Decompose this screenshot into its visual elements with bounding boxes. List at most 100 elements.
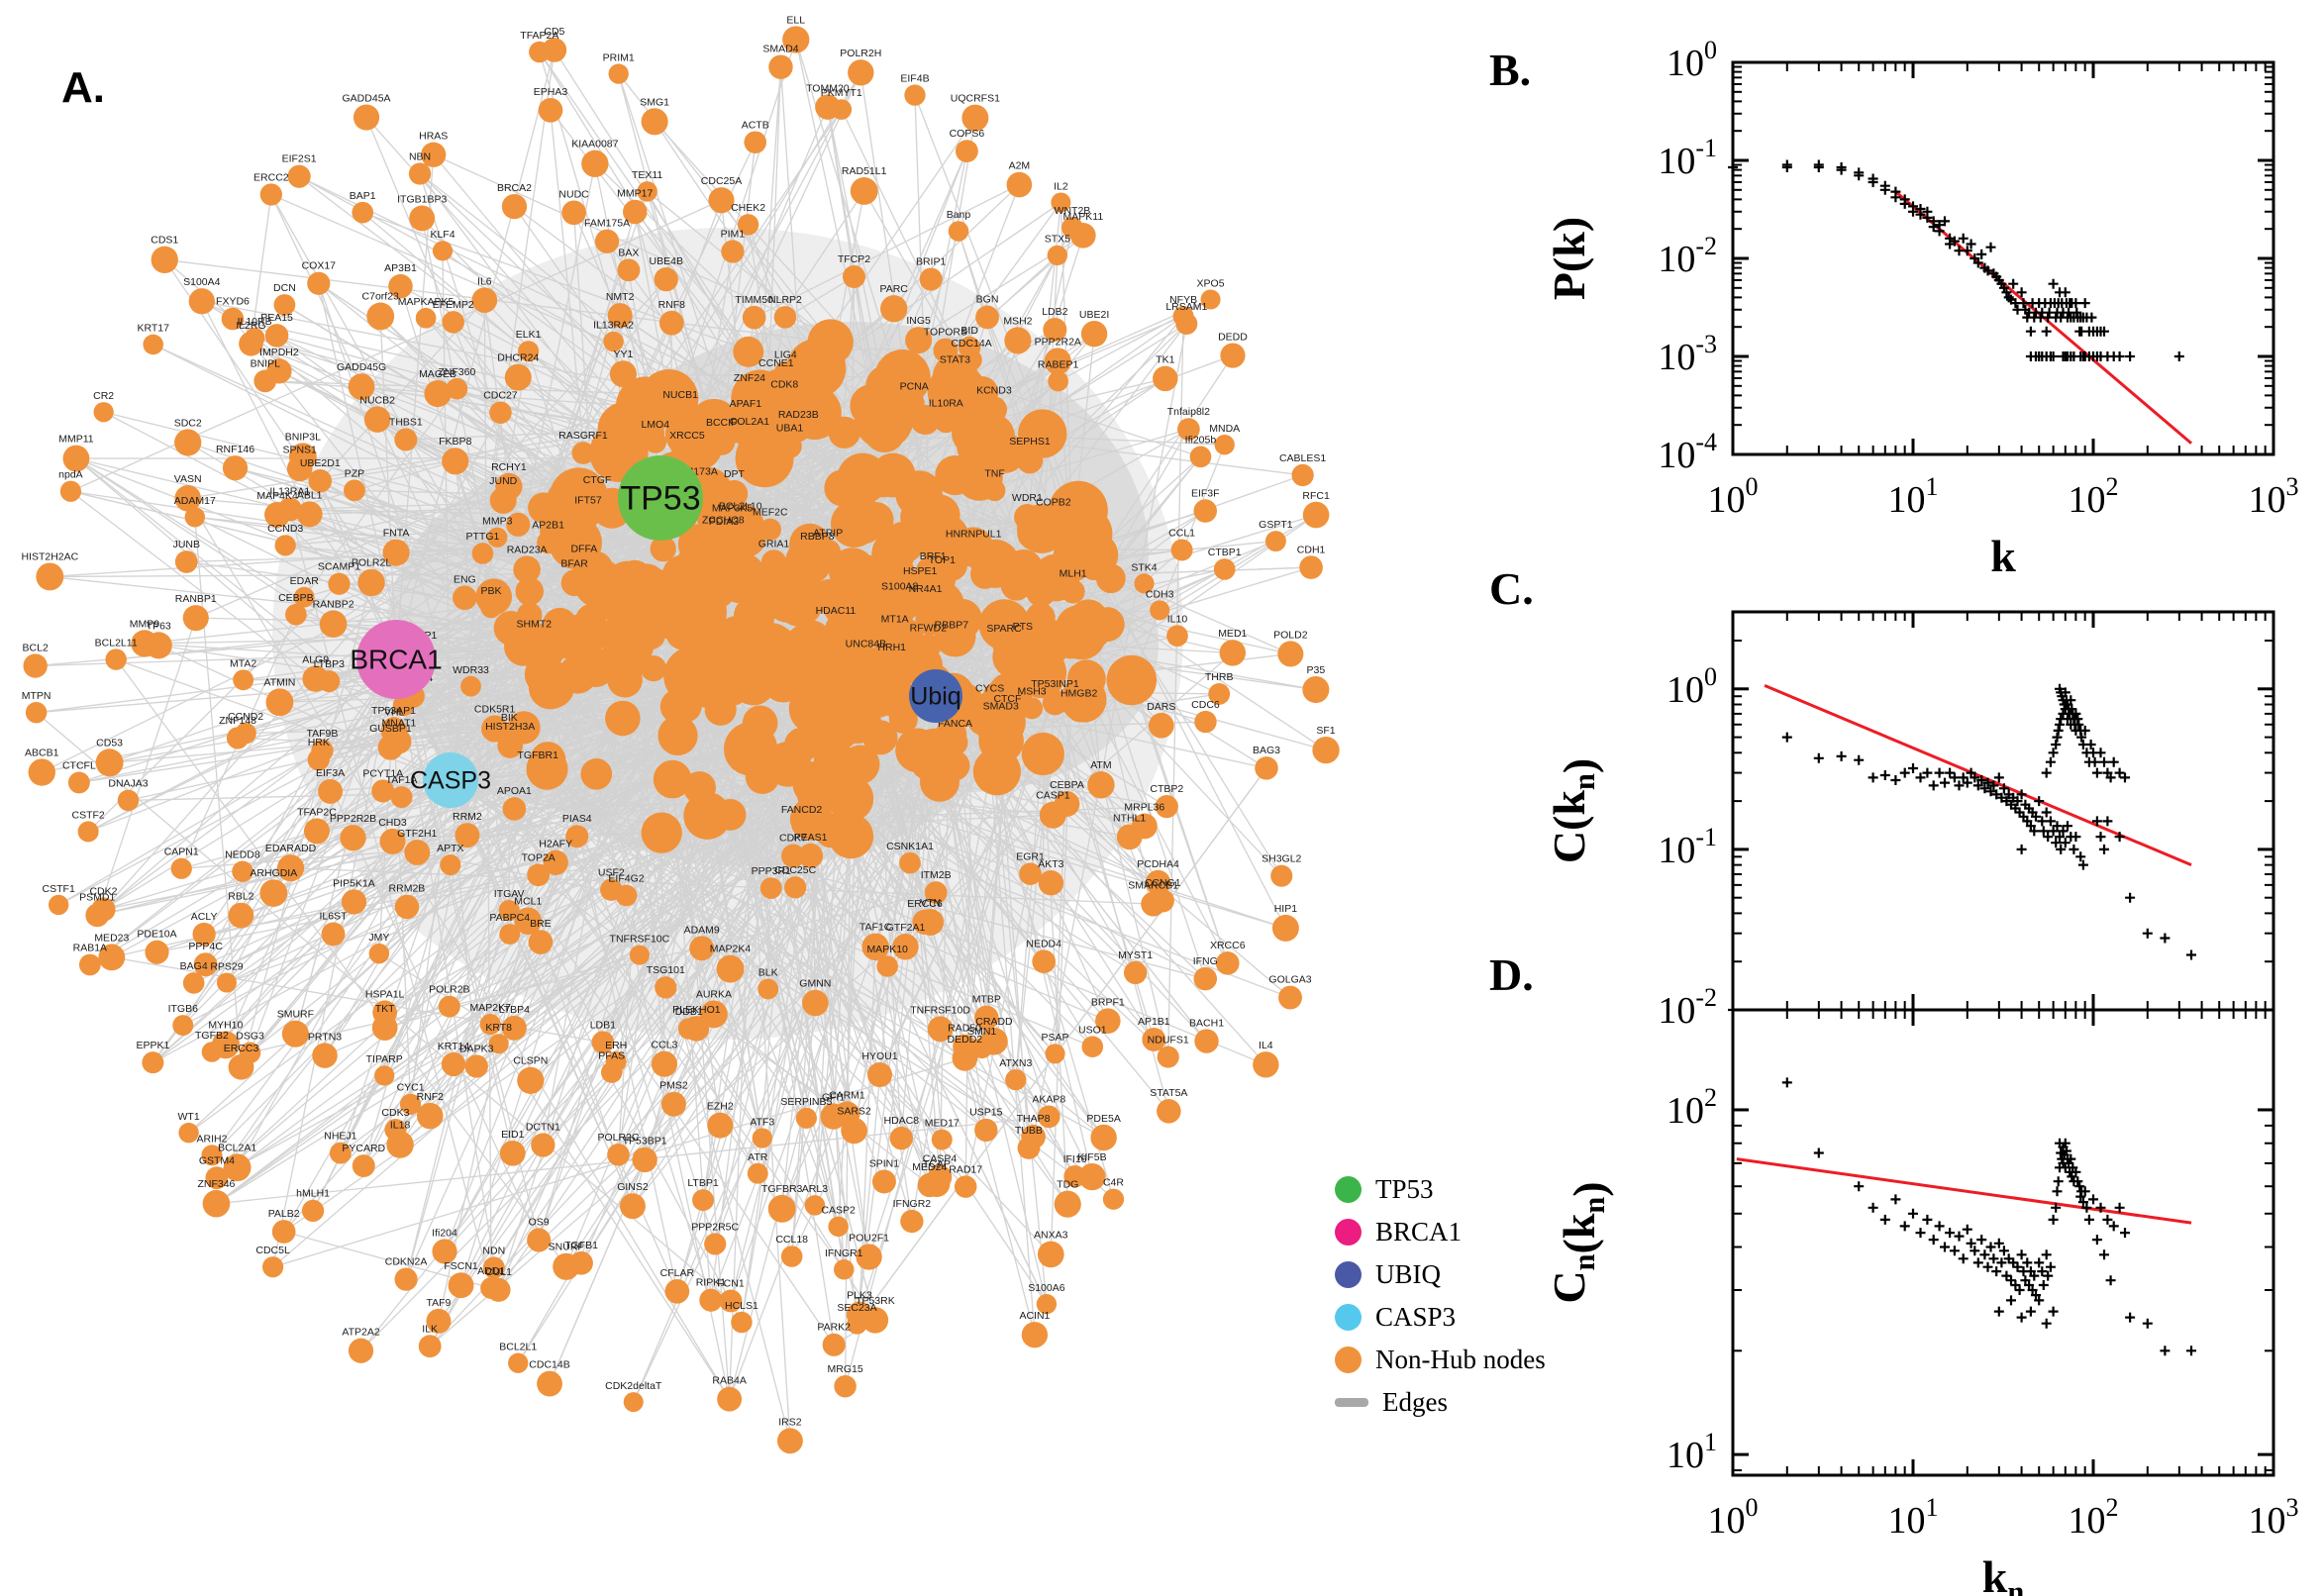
network-node[interactable]: [712, 527, 736, 550]
network-node[interactable]: [907, 577, 934, 604]
network-node[interactable]: [394, 894, 420, 920]
network-node[interactable]: [737, 428, 762, 452]
network-node[interactable]: [799, 643, 836, 680]
network-node[interactable]: [307, 748, 330, 771]
network-node[interactable]: [815, 94, 841, 120]
network-node[interactable]: [629, 945, 650, 965]
network-node[interactable]: [1051, 192, 1071, 213]
network-node[interactable]: [62, 445, 90, 472]
network-node[interactable]: [1095, 563, 1126, 594]
network-node[interactable]: [301, 1199, 325, 1223]
network-node[interactable]: [489, 401, 512, 425]
network-node[interactable]: [795, 1107, 817, 1129]
network-node[interactable]: [1021, 697, 1044, 720]
network-node[interactable]: [881, 653, 903, 675]
network-node[interactable]: [780, 1246, 803, 1267]
network-node[interactable]: [927, 1016, 954, 1043]
network-node[interactable]: [653, 759, 692, 799]
network-node[interactable]: [745, 759, 780, 794]
network-node[interactable]: [228, 1053, 254, 1080]
hub-brca1[interactable]: BRCA1: [350, 620, 443, 699]
network-node[interactable]: [855, 554, 886, 586]
network-node[interactable]: [1214, 435, 1235, 455]
network-node[interactable]: [1018, 409, 1067, 458]
network-node[interactable]: [1123, 960, 1148, 985]
network-node[interactable]: [758, 978, 779, 1000]
network-node[interactable]: [193, 952, 218, 977]
network-node[interactable]: [192, 922, 216, 947]
network-node[interactable]: [676, 442, 698, 462]
network-node[interactable]: [421, 142, 447, 167]
network-node[interactable]: [1080, 321, 1108, 348]
network-node[interactable]: [733, 409, 758, 435]
network-node[interactable]: [296, 501, 323, 528]
network-node[interactable]: [546, 479, 588, 522]
network-node[interactable]: [1037, 1241, 1064, 1268]
network-node[interactable]: [737, 214, 759, 236]
network-node[interactable]: [287, 164, 311, 188]
network-node[interactable]: [518, 341, 540, 362]
network-node[interactable]: [480, 1277, 503, 1299]
network-node[interactable]: [501, 1015, 527, 1041]
network-node[interactable]: [1150, 600, 1170, 621]
network-node[interactable]: [340, 825, 366, 851]
network-node[interactable]: [862, 720, 898, 755]
network-node[interactable]: [605, 700, 641, 737]
network-node[interactable]: [744, 131, 767, 154]
network-node[interactable]: [1021, 732, 1064, 776]
network-node[interactable]: [202, 1189, 231, 1218]
network-node[interactable]: [634, 618, 666, 650]
network-node[interactable]: [651, 1050, 678, 1077]
network-node[interactable]: [1042, 508, 1064, 531]
network-node[interactable]: [720, 479, 749, 508]
network-node[interactable]: [666, 400, 694, 428]
network-node[interactable]: [276, 854, 305, 882]
network-node[interactable]: [871, 1169, 896, 1194]
network-node[interactable]: [607, 1143, 630, 1166]
network-node[interactable]: [285, 603, 307, 626]
network-node[interactable]: [861, 933, 889, 961]
network-node[interactable]: [581, 150, 609, 178]
network-node[interactable]: [765, 369, 787, 390]
network-node[interactable]: [1044, 348, 1071, 375]
network-node[interactable]: [637, 181, 657, 202]
network-node[interactable]: [980, 396, 1008, 423]
network-node[interactable]: [915, 634, 942, 660]
network-node[interactable]: [928, 566, 957, 594]
network-node[interactable]: [527, 863, 551, 887]
network-node[interactable]: [699, 1288, 723, 1312]
network-node[interactable]: [527, 1228, 552, 1252]
network-node[interactable]: [221, 307, 245, 331]
network-node[interactable]: [496, 723, 522, 749]
network-node[interactable]: [828, 1216, 849, 1238]
network-node[interactable]: [233, 669, 254, 691]
network-node[interactable]: [1194, 710, 1217, 734]
network-node[interactable]: [580, 758, 613, 790]
network-node[interactable]: [641, 812, 682, 853]
network-node[interactable]: [352, 1154, 375, 1178]
network-node[interactable]: [1189, 446, 1212, 468]
network-node[interactable]: [644, 431, 667, 453]
network-node[interactable]: [1255, 756, 1278, 780]
network-node[interactable]: [576, 506, 600, 529]
network-node[interactable]: [1048, 370, 1068, 392]
network-node[interactable]: [787, 420, 810, 443]
network-node[interactable]: [36, 562, 64, 591]
network-node[interactable]: [25, 701, 48, 724]
network-node[interactable]: [321, 922, 346, 947]
network-node[interactable]: [499, 1140, 526, 1166]
network-node[interactable]: [1014, 503, 1041, 531]
network-node[interactable]: [1302, 501, 1330, 529]
network-node[interactable]: [531, 1133, 556, 1157]
network-node[interactable]: [823, 583, 866, 628]
network-node[interactable]: [729, 512, 752, 535]
network-node[interactable]: [363, 406, 391, 433]
network-node[interactable]: [1087, 771, 1115, 799]
network-node[interactable]: [341, 889, 367, 915]
network-node[interactable]: [641, 108, 668, 136]
network-node[interactable]: [1312, 736, 1340, 764]
network-node[interactable]: [689, 936, 715, 961]
network-node[interactable]: [935, 454, 975, 496]
network-node[interactable]: [880, 295, 908, 323]
network-node[interactable]: [1153, 365, 1178, 392]
